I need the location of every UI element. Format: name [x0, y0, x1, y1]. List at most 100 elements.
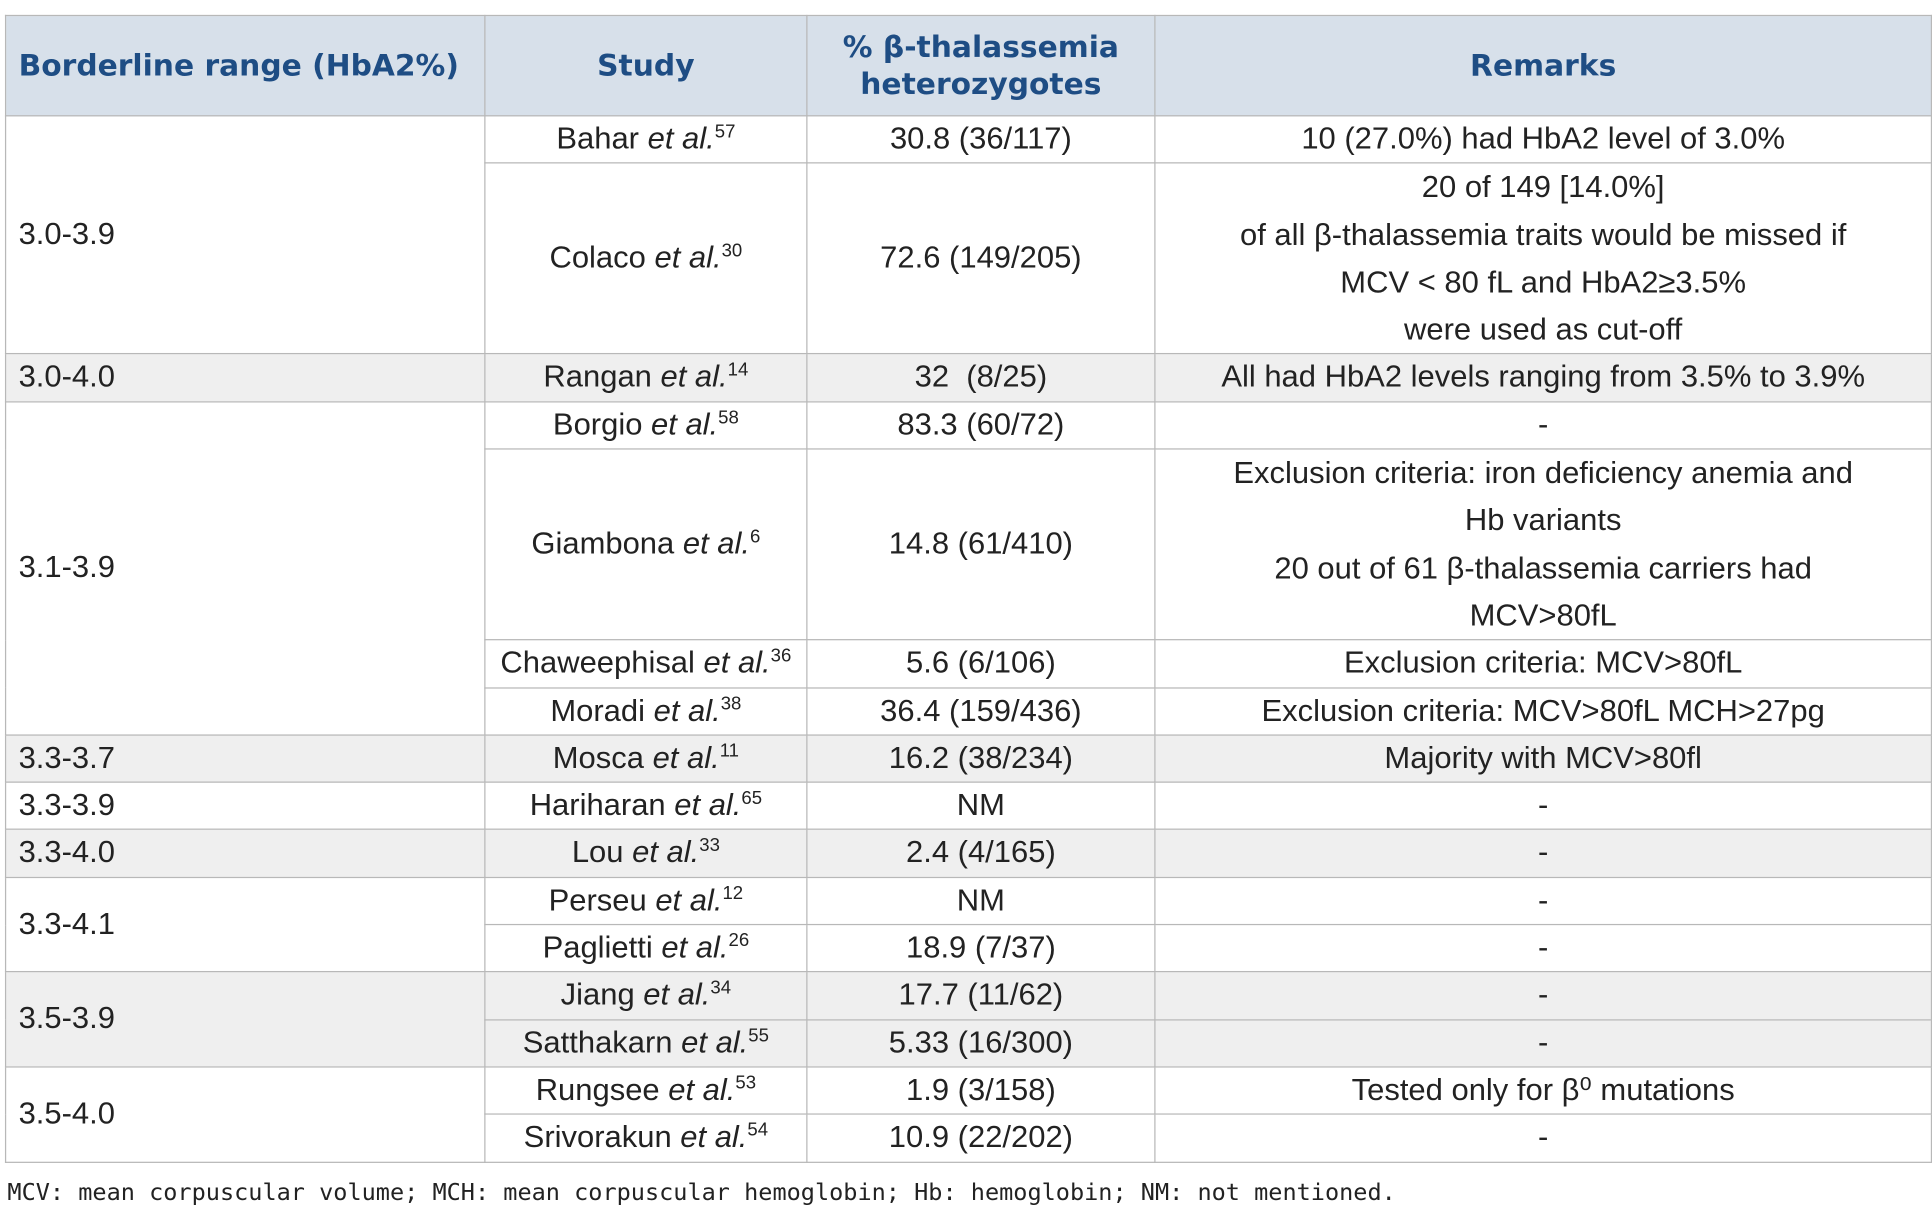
- study-author: Chaweephisal: [500, 645, 695, 681]
- remark-line: were used as cut-off: [1404, 312, 1683, 348]
- study-etal: et al.: [703, 645, 771, 681]
- study-author: Rungsee: [535, 1072, 660, 1108]
- table-row: 3.3-3.9 Hariharan et al.65 NM -: [4, 781, 1932, 831]
- remark-line: 20 out of 61 β-thalassemia carriers had: [1274, 550, 1812, 586]
- percent-cell: 32 (8/25): [806, 353, 1156, 403]
- remark-line: -: [1538, 835, 1549, 870]
- header-percent-line2: heterozygotes: [860, 66, 1102, 102]
- remarks-cell: -: [1154, 781, 1932, 831]
- study-author: Srivorakun: [523, 1119, 672, 1155]
- remarks-cell: Exclusion criteria: iron deficiency anem…: [1154, 448, 1932, 641]
- remark-line: Majority with MCV>80fl: [1384, 740, 1702, 776]
- study-author: Jiang: [560, 977, 635, 1013]
- study-cell: Perseu et al.12: [484, 876, 808, 926]
- study-cell: Bahar et al.57: [484, 115, 808, 164]
- study-etal: et al.: [643, 977, 711, 1013]
- study-etal: et al.: [651, 407, 719, 442]
- table-row: Chaweephisal et al.36 5.6 (6/106) Exclusio…: [6, 639, 1932, 689]
- remark-line: -: [1538, 407, 1549, 442]
- percent-cell: 2.4 (4/165): [806, 829, 1156, 878]
- study-author: Hariharan: [529, 787, 666, 823]
- remark-line: All had HbA2 levels ranging from 3.5% to…: [1221, 359, 1866, 395]
- remark-line: -: [1538, 977, 1549, 1013]
- header-row: Borderline range (HbA2%) Study % β-thala…: [4, 14, 1932, 117]
- study-author: Moradi: [550, 693, 645, 728]
- footnote: MCV: mean corpuscular volume; MCH: mean …: [7, 1179, 1396, 1207]
- study-etal: et al.: [660, 359, 728, 395]
- percent-cell: 17.7 (11/62): [806, 971, 1156, 1021]
- study-etal: et al.: [681, 1025, 749, 1060]
- study-etal: et al.: [654, 240, 722, 276]
- table-row: Satthakarn et al.55 5.33 (16/300) -: [6, 1018, 1932, 1068]
- study-etal: et al.: [632, 835, 700, 870]
- remark-line: MCV>80fL: [1469, 598, 1617, 633]
- percent-cell: 1.9 (3/158): [806, 1066, 1156, 1115]
- study-cell: Borgio et al.58: [484, 400, 808, 450]
- percent-cell: 36.4 (159/436): [806, 686, 1156, 736]
- table-row: 3.3-4.0 Lou et al.33 2.4 (4/165) -: [4, 829, 1932, 878]
- remark-line: -: [1538, 1119, 1549, 1155]
- table-row: 3.5-4.0 Rungsee et al.53 1.9 (3/158) Tested…: [4, 1066, 1932, 1163]
- remarks-cell: 10 (27.0%) had HbA2 level of 3.0%: [1154, 115, 1932, 164]
- study-cell: Mosca et al.11: [484, 734, 808, 783]
- study-reference: 38: [720, 693, 742, 715]
- study-cell: Paglietti et al.26: [484, 923, 808, 973]
- study-reference: 30: [721, 240, 743, 262]
- remark-line: Exclusion criteria: MCV>80fL MCH>27pg: [1261, 693, 1825, 728]
- study-cell: Moradi et al.38: [484, 686, 808, 736]
- study-etal: et al.: [655, 882, 723, 918]
- remarks-cell: Majority with MCV>80fl: [1154, 734, 1932, 783]
- thalassemia-table: Borderline range (HbA2%) Study % β-thala…: [4, 14, 1932, 1163]
- study-author: Satthakarn: [522, 1025, 673, 1060]
- study-reference: 65: [741, 787, 763, 809]
- table-row: 3.0-3.9 Bahar et al.57 30.8 (36/117) 10 (27…: [4, 115, 1932, 355]
- percent-cell: NM: [806, 781, 1156, 831]
- study-cell: Hariharan et al.65: [484, 781, 808, 831]
- study-reference: 53: [735, 1072, 757, 1094]
- study-cell: Srivorakun et al.54: [484, 1113, 808, 1163]
- header-percent-line1: % β-thalassemia: [842, 29, 1119, 65]
- study-author: Giambona: [531, 526, 675, 562]
- percent-cell: 14.8 (61/410): [806, 448, 1156, 641]
- table-row: Giambona et al.6 14.8 (61/410) Exclusion c…: [6, 448, 1932, 641]
- study-reference: 14: [727, 359, 749, 381]
- study-reference: 55: [748, 1025, 769, 1047]
- table-row: 3.5-3.9 Jiang et al.34 17.7 (11/62) -: [4, 971, 1932, 1068]
- study-author: Mosca: [552, 740, 644, 776]
- study-author: Paglietti: [542, 930, 653, 965]
- remark-line: of all β-thalassemia traits would be mis…: [1239, 217, 1847, 253]
- table-row: 3.3-3.7 Mosca et al.11 16.2 (38/234) Majori…: [4, 734, 1932, 783]
- study-cell: Chaweephisal et al.36: [484, 639, 808, 689]
- study-etal: et al.: [647, 121, 715, 157]
- range-cell: 3.3-4.1: [4, 876, 486, 973]
- remark-line: -: [1538, 1025, 1549, 1060]
- study-reference: 34: [710, 977, 732, 999]
- remark-line: Hb variants: [1464, 503, 1622, 538]
- percent-cell: 16.2 (38/234): [806, 734, 1156, 783]
- remarks-cell: Exclusion criteria: MCV>80fL: [1154, 639, 1932, 689]
- study-reference: 54: [747, 1119, 769, 1141]
- remarks-cell: Tested only for β⁰ mutations: [1154, 1066, 1932, 1115]
- table-row: 3.3-4.1 Perseu et al.12 NM -: [4, 876, 1932, 973]
- range-cell: 3.0-4.0: [4, 353, 486, 403]
- remarks-cell: -: [1154, 1113, 1932, 1163]
- remarks-cell: 20 of 149 [14.0%] of all β-thalassemia tr…: [1154, 162, 1932, 355]
- study-reference: 26: [728, 930, 750, 952]
- percent-cell: 18.9 (7/37): [806, 923, 1156, 973]
- study-cell: Rungsee et al.53: [484, 1066, 808, 1115]
- header-remarks: Remarks: [1154, 14, 1932, 117]
- table-body: 3.0-3.9 Bahar et al.57 30.8 (36/117) 10 (27…: [4, 115, 1932, 1163]
- remark-line: -: [1538, 882, 1549, 918]
- table-row: 3.0-4.0 Rangan et al.14 32 (8/25) All had H…: [4, 353, 1932, 403]
- study-reference: 6: [750, 526, 761, 548]
- study-reference: 11: [719, 740, 739, 762]
- study-cell: Giambona et al.6: [484, 448, 808, 641]
- range-cell: 3.0-3.9: [4, 115, 486, 355]
- range-cell: 3.5-4.0: [4, 1066, 486, 1163]
- study-etal: et al.: [661, 930, 729, 965]
- study-reference: 12: [722, 882, 744, 904]
- percent-cell: 72.6 (149/205): [806, 162, 1156, 355]
- study-etal: et al.: [652, 740, 720, 776]
- study-author: Lou: [571, 835, 624, 870]
- table-row: 3.1-3.9 Borgio et al.58 83.3 (60/72) -: [4, 400, 1932, 736]
